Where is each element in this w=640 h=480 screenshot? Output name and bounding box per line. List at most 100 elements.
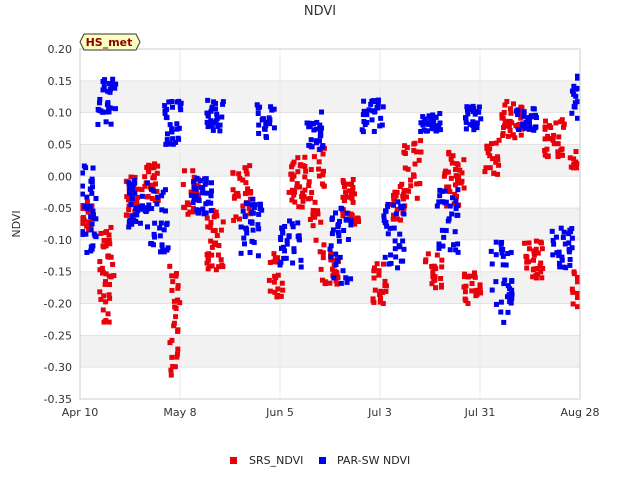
data-point (449, 211, 455, 217)
data-point (256, 211, 262, 217)
data-point (103, 243, 109, 249)
data-point (251, 204, 257, 210)
data-point (352, 221, 358, 227)
data-point (498, 241, 504, 247)
data-point (418, 138, 424, 144)
data-point (474, 125, 480, 131)
data-point (174, 354, 180, 360)
data-point (575, 304, 580, 310)
data-point (298, 163, 304, 169)
data-point (267, 288, 273, 294)
data-point (289, 187, 295, 193)
data-point (372, 108, 378, 114)
data-point (381, 218, 387, 224)
data-point (444, 203, 450, 209)
data-point (440, 243, 446, 249)
data-point (140, 203, 146, 209)
data-point (470, 119, 476, 125)
data-point (395, 199, 401, 205)
data-point (106, 319, 112, 325)
data-point (459, 170, 465, 176)
data-point (171, 298, 177, 304)
data-point (196, 210, 202, 216)
data-point (152, 162, 158, 168)
data-point (142, 183, 148, 189)
data-point (134, 202, 140, 208)
data-point (335, 229, 341, 235)
data-point (531, 257, 537, 263)
badge-label: HS_met (86, 36, 133, 49)
data-point (343, 189, 349, 195)
data-point (573, 165, 579, 171)
data-point (513, 108, 519, 114)
data-point (348, 194, 354, 200)
data-point (124, 212, 130, 218)
data-point (248, 189, 254, 195)
data-point (453, 198, 459, 204)
data-point (401, 191, 407, 197)
data-point (135, 194, 141, 200)
data-point (478, 116, 484, 122)
data-point (463, 116, 469, 122)
data-point (111, 273, 117, 279)
data-point (286, 234, 292, 240)
data-point (441, 234, 447, 240)
data-point (217, 122, 223, 128)
data-point (570, 301, 576, 307)
data-point (319, 109, 325, 115)
data-point (434, 127, 440, 133)
data-point (313, 138, 319, 144)
data-point (289, 176, 295, 182)
data-point (300, 198, 306, 204)
data-point (275, 272, 281, 278)
data-point (269, 107, 275, 113)
data-point (279, 280, 285, 286)
data-point (242, 214, 248, 220)
data-point (139, 187, 145, 193)
data-point (155, 194, 161, 200)
data-point (309, 190, 315, 196)
data-point (408, 183, 414, 189)
data-point (159, 193, 165, 199)
data-point (403, 187, 409, 193)
data-point (501, 123, 507, 129)
data-point (451, 201, 457, 207)
data-point (100, 87, 106, 93)
data-point (499, 115, 505, 121)
data-point (257, 201, 263, 207)
data-point (282, 224, 288, 230)
data-point (567, 262, 573, 268)
data-point (314, 119, 320, 125)
legend-marker-parsw (319, 457, 326, 464)
data-point (422, 116, 428, 122)
data-point (359, 127, 365, 133)
data-point (495, 157, 501, 163)
data-point (206, 263, 212, 269)
data-point (144, 194, 150, 200)
data-point (516, 122, 522, 128)
data-point (311, 154, 317, 160)
data-point (244, 171, 250, 177)
data-point (213, 267, 219, 273)
data-point (215, 252, 221, 258)
data-point (476, 104, 482, 110)
data-point (437, 127, 443, 133)
data-point (394, 216, 400, 222)
data-point (98, 296, 104, 302)
data-point (306, 179, 312, 185)
data-point (377, 123, 383, 129)
data-point (109, 82, 115, 88)
data-point (182, 205, 188, 211)
data-point (533, 246, 539, 252)
data-point (128, 202, 134, 208)
data-point (477, 282, 483, 288)
data-point (428, 116, 434, 122)
data-point (432, 274, 438, 280)
data-point (101, 319, 107, 325)
data-point (472, 111, 478, 117)
data-point (318, 127, 324, 133)
data-point (105, 88, 111, 94)
data-point (454, 161, 460, 167)
data-point (250, 227, 256, 233)
data-point (82, 203, 88, 209)
